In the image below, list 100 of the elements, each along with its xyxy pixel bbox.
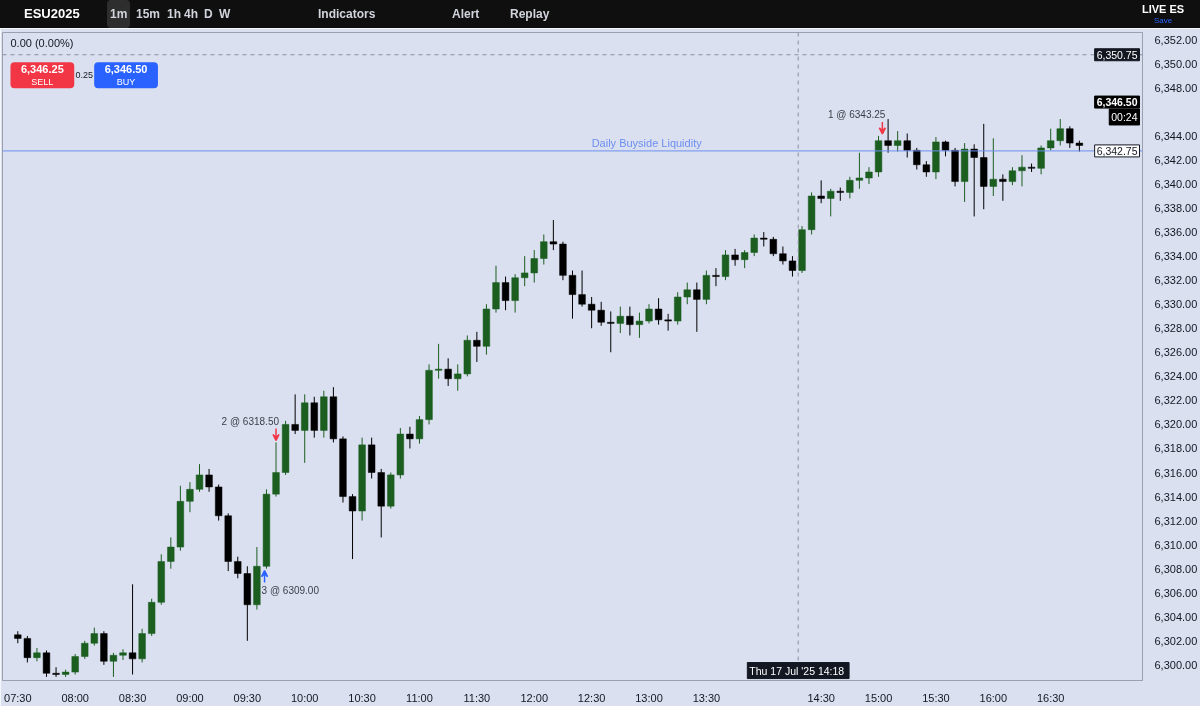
candlestick [511,273,519,314]
y-tick-label: 6,300.00 [1154,658,1198,671]
chart-title: ESU2025 [24,5,80,23]
candlestick [693,282,701,333]
y-tick-label: 6,322.00 [1154,394,1198,407]
annotation: SELL [31,77,54,88]
candlestick [81,640,89,660]
y-tick-label: 6,340.00 [1154,177,1198,190]
y-tick-label: 6,332.00 [1154,274,1198,287]
x-tick-label: 16:00 [979,691,1008,704]
candlestick [568,270,577,320]
annotation: Daily Buyside Liquidity [591,136,703,149]
x-tick-label: 11:00 [406,691,433,704]
candlestick [291,393,299,435]
candlestick [444,357,452,387]
y-tick-label: 6,336.00 [1154,226,1198,239]
candlestick [530,249,538,284]
annotation: 0.25 [75,70,93,81]
y-tick-label: 6,330.00 [1154,298,1198,311]
candlestick [683,282,691,305]
candlestick [415,415,424,445]
ref-line-label: 6,342.75 [1096,144,1138,157]
annotation: 6,346.25 [20,63,64,76]
candlestick [52,666,60,678]
text: Alert [452,6,480,23]
candlestick [855,152,864,190]
text: 15m [135,6,162,23]
annotation: 6,346.50 [104,63,148,76]
x-tick-label: 10:00 [290,691,319,704]
annotation: 1 @ 6343.25 [827,108,886,120]
candlestick [999,173,1007,202]
x-tick-label: 12:00 [520,691,549,704]
candlestick [626,306,634,336]
text: 1h [166,6,182,23]
candlestick [989,137,997,197]
x-tick-label: 08:00 [61,691,89,704]
candlestick [1018,154,1026,187]
y-tick-label: 6,348.00 [1154,81,1198,94]
y-tick-label: 6,328.00 [1154,322,1198,335]
candlestick [616,306,624,334]
candlestick [128,583,137,675]
text: Replay [510,6,550,23]
y-tick-label: 6,314.00 [1154,490,1198,503]
candlestick [884,118,892,154]
text: Save [1152,16,1174,26]
text: 4h [183,6,199,23]
candlestick [406,426,414,449]
candlestick [540,233,548,266]
candlestick [635,312,644,339]
x-tick-label: 10:30 [348,691,376,704]
candlestick [846,176,854,199]
y-tick-label: 6,320.00 [1154,418,1198,431]
candlestick [817,179,825,204]
candlestick [779,246,787,266]
candlestick [119,648,127,661]
candlestick [597,301,605,327]
candlestick [272,441,280,498]
candlestick [71,653,79,675]
candlestick [827,188,835,217]
candlestick [894,130,902,153]
y-tick-label: 6,352.00 [1154,33,1198,46]
candlestick [607,310,615,353]
y-tick-label: 6,338.00 [1154,202,1198,215]
candlestick [1066,125,1074,149]
candlestick [721,249,730,281]
text: W [218,6,232,23]
candlestick [473,331,481,363]
chart-subtitle: 0.00 (0.00%) [10,37,74,50]
text: LIVE ES [1140,3,1186,16]
x-tick-label: 09:30 [233,691,262,704]
candlestick [42,649,51,678]
x-tick-label: 08:30 [118,691,147,704]
x-tick-label: 14:30 [807,691,835,704]
x-tick-label: 11:30 [463,691,491,704]
annotation: 2 @ 6318.50 [221,415,280,427]
candlestick [712,267,720,287]
y-tick-label: 6,324.00 [1154,370,1198,383]
x-tick-label: 15:30 [922,691,950,704]
candlestick [865,166,873,185]
x-tick-label: 13:30 [692,691,721,704]
candlestick [1047,128,1055,151]
candlestick [1008,166,1017,186]
candlestick [521,255,529,287]
candlestick [549,219,557,251]
annotation: BUY [116,77,136,88]
y-tick-label: 6,316.00 [1154,466,1198,479]
candlestick [435,343,443,380]
candlestick [454,363,462,392]
candlestick [970,143,978,217]
ref-line-label: Thu 17 Jul '25 14:18 [749,664,845,677]
y-tick-label: 6,350.00 [1154,57,1198,70]
annotation: 3 @ 6309.00 [261,584,320,596]
x-tick-label: 16:30 [1036,691,1065,704]
candlestick [903,132,911,159]
x-tick-label: 07:30 [4,691,32,704]
candlestick [348,493,357,560]
candlestick [501,276,510,311]
candlestick [195,463,204,493]
y-tick-label: 6,344.00 [1154,129,1198,142]
y-tick-label: 6,302.00 [1154,634,1198,647]
